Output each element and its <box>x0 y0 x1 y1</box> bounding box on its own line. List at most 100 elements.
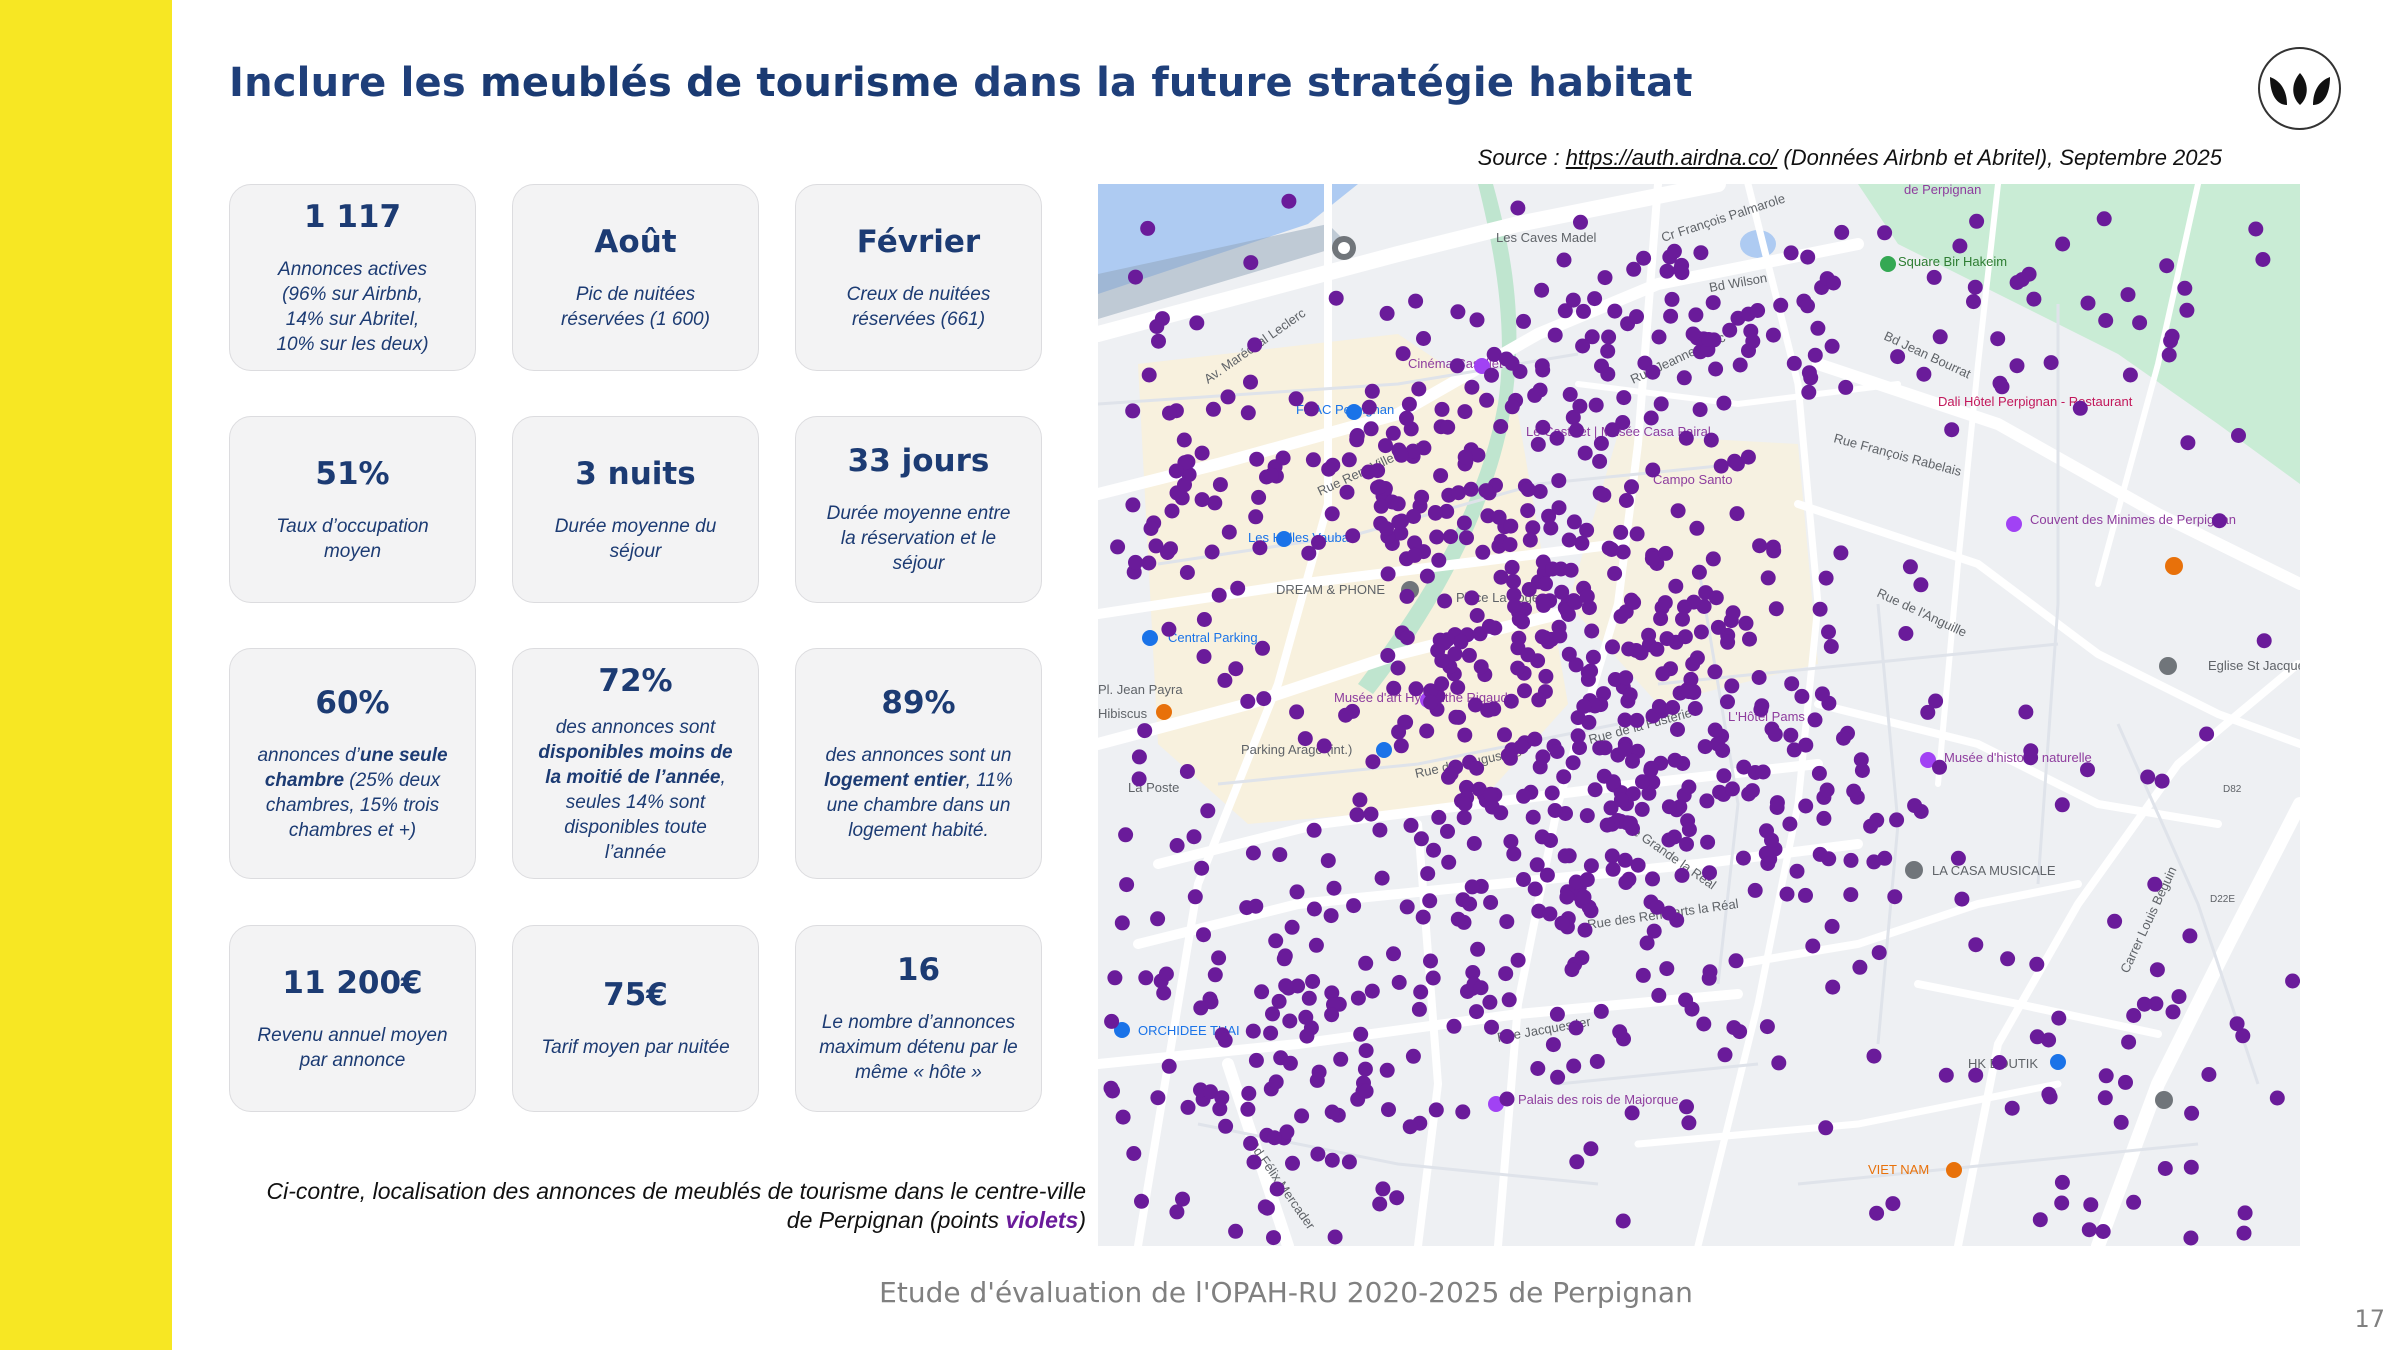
listing-dot <box>1722 322 1738 338</box>
stat-value: Février <box>856 223 981 260</box>
listing-dot <box>1561 646 1577 662</box>
listing-dot <box>1551 500 1567 516</box>
listing-dot <box>1705 295 1721 311</box>
listing-dot <box>1834 224 1850 240</box>
listing-dot <box>1285 1155 1300 1171</box>
listing-dot <box>1320 853 1336 869</box>
listing-dot <box>1677 629 1693 645</box>
listing-dot <box>1738 615 1754 631</box>
stat-description: Annonces actives (96% sur Airbnb, 14% su… <box>276 258 429 355</box>
listing-dot <box>1681 822 1697 838</box>
svg-text:Musée d'histoire naturelle: Musée d'histoire naturelle <box>1944 750 2092 765</box>
listing-dot <box>2235 1028 2251 1044</box>
listing-dot <box>1572 740 1587 756</box>
listing-dot <box>1326 880 1342 896</box>
listing-dot <box>1423 694 1439 710</box>
listing-dot <box>2095 1224 2111 1239</box>
listing-dot <box>1316 738 1332 754</box>
listing-dot <box>1207 495 1223 511</box>
listing-dot <box>1126 1146 1142 1161</box>
listing-dot <box>1765 327 1781 343</box>
listing-dot <box>1480 702 1496 718</box>
listing-dot <box>1932 759 1947 775</box>
listing-dot <box>1456 515 1472 531</box>
listing-dot <box>1618 493 1634 508</box>
listing-dot <box>1712 784 1728 800</box>
listing-dot <box>1282 1013 1298 1029</box>
listing-dot <box>2051 1010 2067 1026</box>
listing-dot <box>1263 1025 1279 1041</box>
listing-dot <box>1311 534 1326 550</box>
listing-dot <box>2165 1004 2181 1020</box>
source-link[interactable]: https://auth.airdna.co/ <box>1565 145 1778 170</box>
listing-dot <box>1745 333 1761 349</box>
listing-dot <box>1156 985 1172 1001</box>
listing-dot <box>1470 941 1486 957</box>
listing-dot <box>1570 728 1586 744</box>
listing-dot <box>1455 1104 1471 1120</box>
listing-dot <box>2080 295 2096 311</box>
listing-dot <box>1679 1099 1694 1115</box>
listing-dot <box>1248 898 1264 914</box>
listing-dot <box>1379 305 1395 321</box>
listing-dot <box>1636 250 1652 266</box>
listing-dot <box>1161 1058 1177 1074</box>
listing-dot <box>1688 307 1704 323</box>
listing-dot <box>1486 346 1502 362</box>
listing-dot <box>2000 951 2016 967</box>
listing-dot <box>1414 489 1430 505</box>
listing-dot <box>1655 666 1671 682</box>
listing-dot <box>1525 520 1541 536</box>
listing-dot <box>1196 927 1211 943</box>
listing-dot <box>1566 1058 1582 1074</box>
listing-dot <box>2054 1195 2070 1211</box>
listing-dot <box>1240 1101 1256 1117</box>
svg-text:Square Bir Hakeim: Square Bir Hakeim <box>1898 254 2007 269</box>
listing-dot <box>1275 450 1291 466</box>
listing-dot <box>1668 578 1684 594</box>
listing-dot <box>1324 1104 1340 1120</box>
listing-dot <box>1448 709 1464 725</box>
listing-dot <box>1379 1062 1395 1078</box>
stat-description: Durée moyenne entre la réservation et le… <box>826 503 1011 574</box>
stat-description: Le nombre d’annonces maximum détenu par … <box>819 1012 1018 1083</box>
listing-dot <box>1298 1009 1314 1025</box>
listing-dot <box>1649 899 1665 915</box>
listing-dot <box>1692 402 1708 418</box>
listing-dot <box>1407 547 1423 563</box>
listing-dot <box>1534 282 1550 298</box>
listing-dot <box>1554 915 1570 931</box>
listing-dot <box>1189 315 1205 331</box>
listing-dot <box>1211 587 1227 603</box>
listing-dot <box>1364 983 1380 999</box>
listing-dot <box>1544 785 1560 801</box>
listing-dot <box>1469 760 1485 776</box>
listing-dot <box>1247 337 1263 353</box>
stat-card-tarif-nuitee: 75€ Tarif moyen par nuitée <box>512 925 759 1112</box>
listing-dot <box>1659 631 1675 647</box>
listing-dot <box>1196 649 1212 664</box>
listing-dot <box>1932 329 1948 345</box>
listing-dot <box>1613 524 1629 540</box>
listing-dot <box>1920 704 1936 720</box>
listing-dot <box>1449 358 1465 374</box>
listing-dot <box>1402 1119 1418 1135</box>
listing-dot <box>1282 1055 1298 1071</box>
listing-dot <box>1547 803 1563 818</box>
stat-card-pic-nuitees: Août Pic de nuitées réservées (1 600) <box>512 184 759 371</box>
listing-dot <box>1821 851 1837 867</box>
listings-map[interactable]: Les Caves Madel Cr François Palmarole de… <box>1098 184 2300 1246</box>
listing-dot <box>1386 946 1401 962</box>
listing-dot <box>1677 599 1692 615</box>
listing-dot <box>1569 1154 1585 1170</box>
listing-dot <box>1196 612 1212 627</box>
listing-dot <box>1589 1054 1605 1069</box>
listing-dot <box>1715 743 1731 758</box>
listing-dot <box>1380 648 1396 663</box>
listing-dot <box>2183 1159 2199 1175</box>
listing-dot <box>1395 346 1411 362</box>
listing-dot <box>1373 498 1389 514</box>
listing-dot <box>1617 712 1633 728</box>
listing-dot <box>1137 723 1153 739</box>
listing-dot <box>1186 829 1202 845</box>
